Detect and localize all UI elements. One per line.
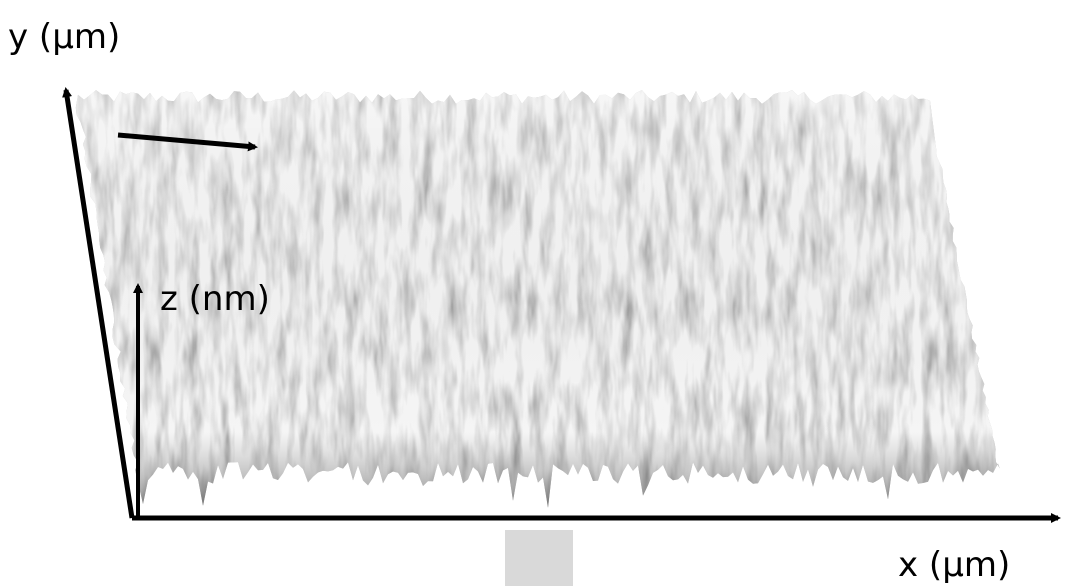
surface — [75, 90, 1000, 508]
gray-block — [505, 530, 573, 586]
z-axis-label: z (nm) — [160, 279, 270, 319]
y-axis — [62, 87, 135, 519]
y-axis-label: y (μm) — [8, 17, 120, 57]
scan-arrow — [117, 132, 258, 152]
x-axis-label: x (μm) — [898, 545, 1010, 585]
surface-shade — [75, 90, 1000, 508]
